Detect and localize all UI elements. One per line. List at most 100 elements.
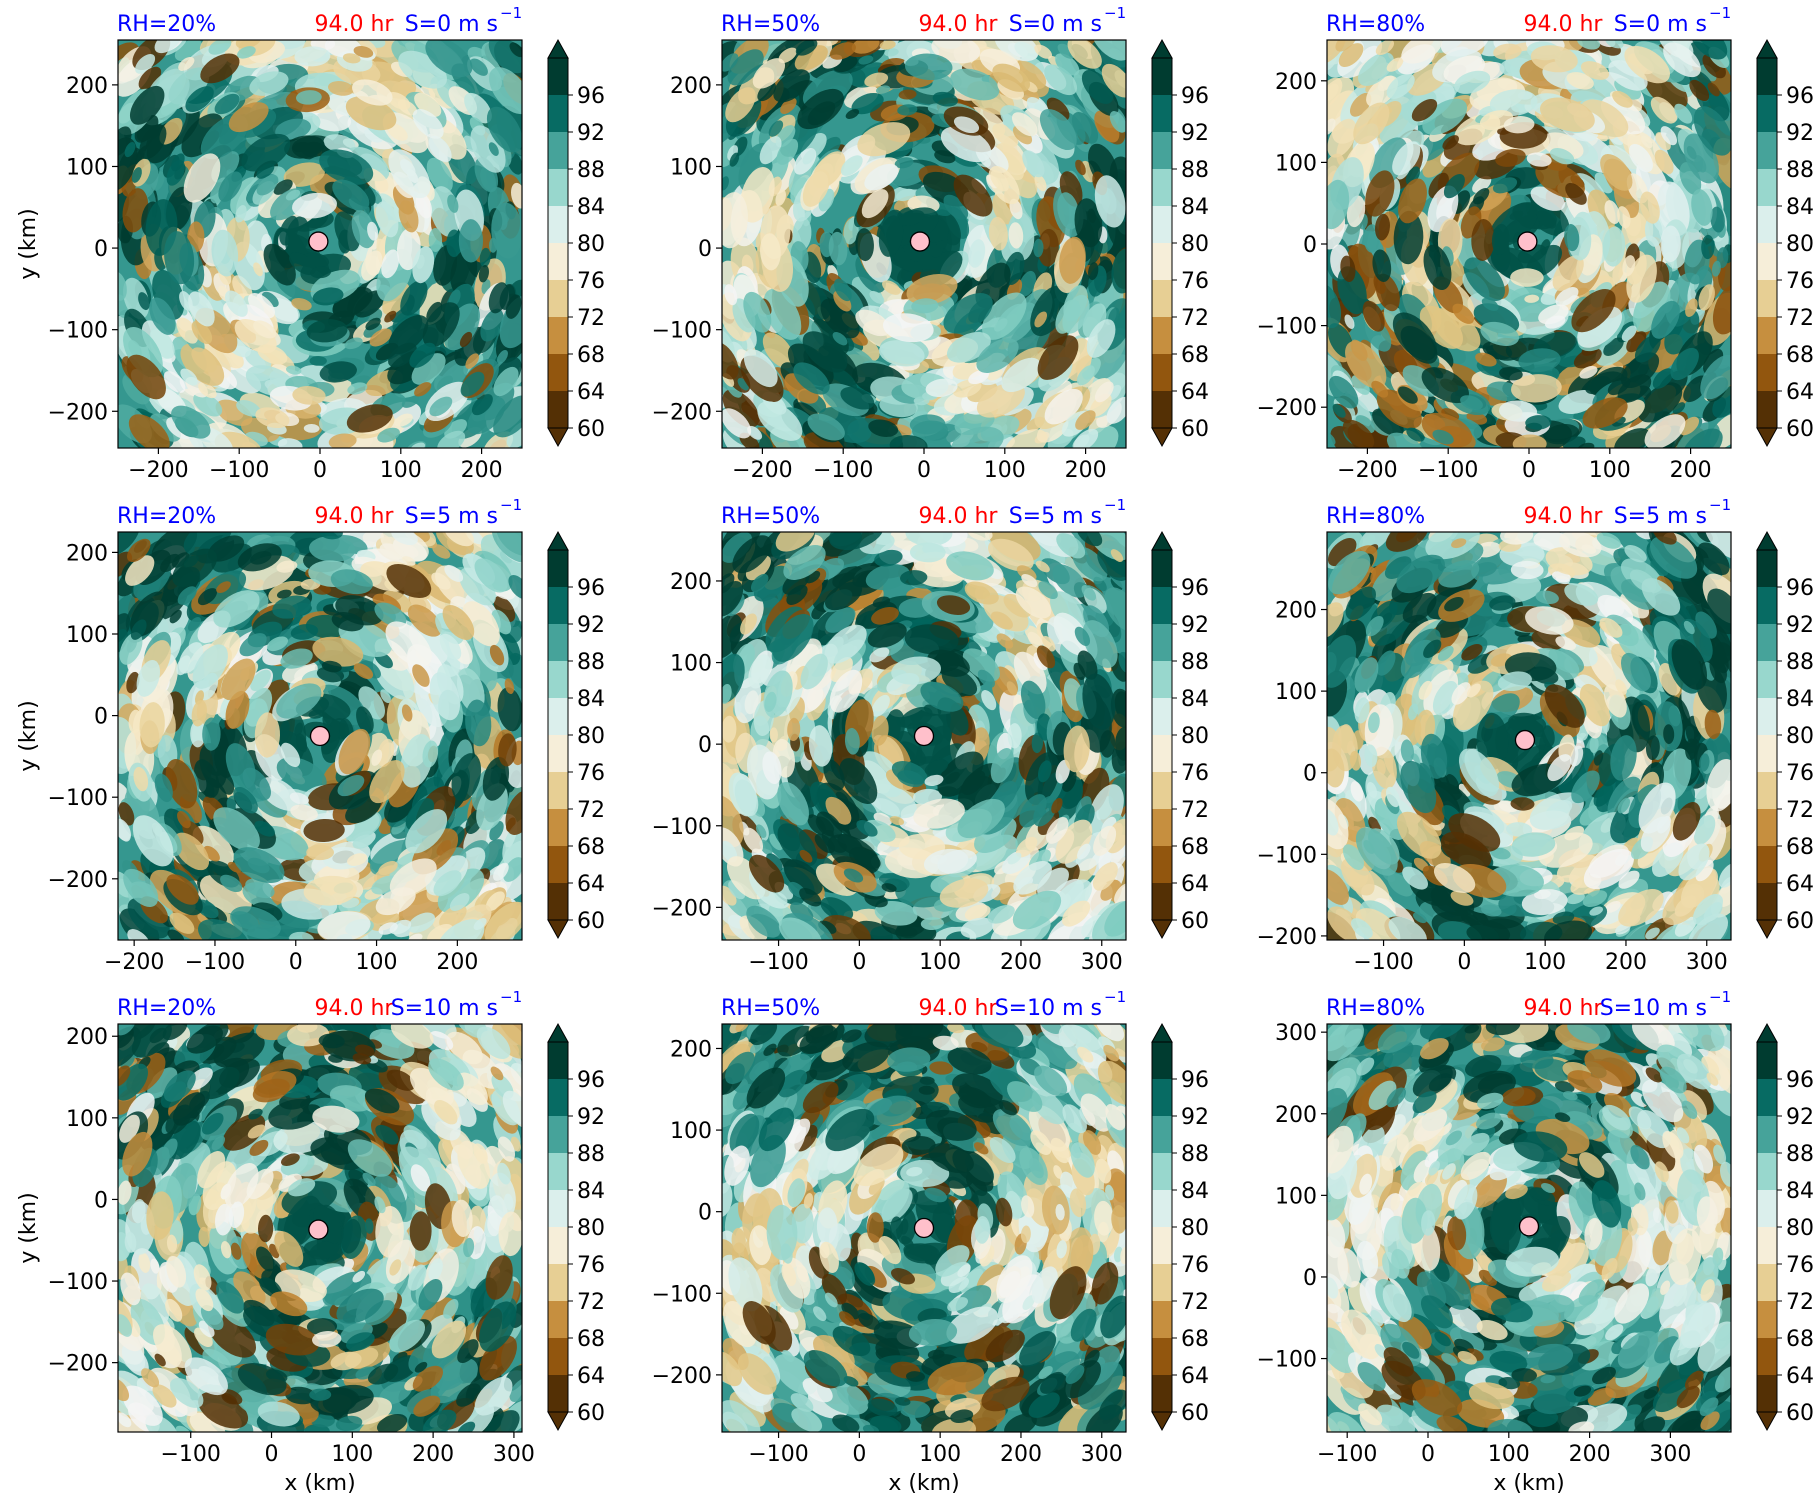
colorbar-tick-label: 80 (1786, 232, 1814, 257)
y-tick-label: 100 (66, 155, 108, 180)
colorbar-tick-label: 68 (1786, 343, 1814, 368)
colorbar-extend-min (1757, 428, 1777, 446)
storm-center-marker (311, 727, 330, 746)
y-axis-label: y (km) (16, 208, 41, 279)
x-tick-label: −100 (813, 458, 873, 483)
title-time: 94.0 hr (315, 504, 395, 529)
y-tick-label: 200 (66, 541, 108, 566)
field-cell (309, 356, 326, 366)
title-time: 94.0 hr (919, 12, 999, 37)
colorbar-tick-label: 96 (1786, 84, 1814, 109)
colorbar-tick-label: 76 (1181, 269, 1209, 294)
x-tick-label: −100 (748, 950, 808, 975)
y-tick-label: −100 (652, 319, 712, 344)
colorbar-body (1152, 550, 1172, 920)
y-tick-label: −100 (48, 786, 108, 811)
colorbar-extend-max (1757, 40, 1777, 58)
colorbar-tick-label: 68 (1181, 343, 1209, 368)
colorbar-tick-label: 60 (577, 909, 605, 934)
y-tick-label: −100 (48, 319, 108, 344)
x-tick-label: 200 (1670, 458, 1712, 483)
colorbar-extend-min (548, 428, 568, 446)
title-time: 94.0 hr (315, 12, 395, 37)
colorbar-tick-label: 80 (577, 724, 605, 749)
colorbar-tick-label: 92 (577, 121, 605, 146)
y-tick-label: 0 (94, 237, 108, 262)
colorbar-tick-label: 96 (577, 84, 605, 109)
title-shear: S=5 m s (405, 504, 498, 529)
colorbar-tick-label: 64 (1786, 380, 1814, 405)
colorbar-tick-label: 96 (577, 576, 605, 601)
colorbar-tick-label: 88 (577, 158, 605, 183)
title-shear-exponent: −1 (500, 4, 522, 22)
y-tick-label: 200 (670, 570, 712, 595)
x-tick-label: 0 (917, 458, 931, 483)
title-rh: RH=50% (721, 504, 820, 529)
colorbar-tick-label: 64 (577, 380, 605, 405)
title-shear: S=0 m s (405, 12, 498, 37)
colorbar-tick-label: 68 (1181, 835, 1209, 860)
colorbar-body (1152, 58, 1172, 428)
colorbar-tick-label: 88 (1786, 158, 1814, 183)
y-tick-label: 200 (66, 74, 108, 99)
colorbar-tick-label: 64 (1181, 872, 1209, 897)
x-tick-label: −100 (209, 458, 269, 483)
colorbar-tick-label: 72 (1786, 306, 1814, 331)
y-tick-label: −200 (48, 400, 108, 425)
colorbar-tick-label: 96 (1181, 576, 1209, 601)
colorbar-body (548, 550, 568, 920)
colorbar-tick-label: 80 (1181, 232, 1209, 257)
colorbar-tick-label: 84 (1786, 195, 1814, 220)
y-tick-label: 100 (1275, 151, 1317, 176)
colorbar-tick-label: 92 (577, 613, 605, 638)
colorbar-tick-label: 68 (577, 835, 605, 860)
colorbar-tick-label: 60 (1786, 417, 1814, 442)
y-tick-label: 100 (670, 155, 712, 180)
field-cell (1008, 723, 1022, 748)
title-shear-exponent: −1 (500, 496, 522, 514)
y-tick-label: 200 (1275, 70, 1317, 95)
title-shear-exponent: −1 (1104, 4, 1126, 22)
colorbar-body (1757, 58, 1777, 428)
colorbar-extend-min (548, 920, 568, 938)
colorbar-extend-max (1152, 40, 1172, 58)
y-tick-label: −200 (1257, 396, 1317, 421)
y-tick-label: 100 (66, 623, 108, 648)
title-shear: S=0 m s (1009, 12, 1102, 37)
x-tick-label: 200 (461, 458, 503, 483)
colorbar-tick-label: 84 (1181, 687, 1209, 712)
colorbar-tick-label: 68 (577, 343, 605, 368)
colorbar-tick-label: 76 (577, 269, 605, 294)
title-rh: RH=20% (117, 12, 216, 37)
x-tick-label: 300 (1081, 950, 1123, 975)
x-tick-label: 0 (313, 458, 327, 483)
colorbar-tick-label: 76 (1181, 761, 1209, 786)
y-tick-label: 100 (670, 652, 712, 677)
colorbar-tick-label: 84 (577, 687, 605, 712)
colorbar-tick-label: 92 (1786, 121, 1814, 146)
colorbar-tick-label: 84 (577, 195, 605, 220)
title-shear: S=0 m s (1614, 12, 1707, 37)
colorbar-extend-max (1152, 532, 1172, 550)
colorbar-tick-label: 72 (577, 798, 605, 823)
title-rh: RH=20% (117, 504, 216, 529)
colorbar-tick-label: 72 (1181, 798, 1209, 823)
y-tick-label: −100 (1257, 315, 1317, 340)
colorbar-tick-label: 60 (1181, 909, 1209, 934)
colorbar-tick-label: 88 (1181, 650, 1209, 675)
y-tick-label: 0 (698, 237, 712, 262)
x-tick-label: 100 (380, 458, 422, 483)
colorbar: 60 64 68 72 76 80 84 88 92 96 (1757, 40, 1814, 446)
x-tick-label: 0 (289, 950, 303, 975)
colorbar-tick-label: 76 (1786, 269, 1814, 294)
title-rh: RH=80% (1326, 12, 1425, 37)
colorbar-tick-label: 72 (577, 306, 605, 331)
colorbar-tick-label: 80 (577, 232, 605, 257)
x-tick-label: −200 (104, 950, 164, 975)
